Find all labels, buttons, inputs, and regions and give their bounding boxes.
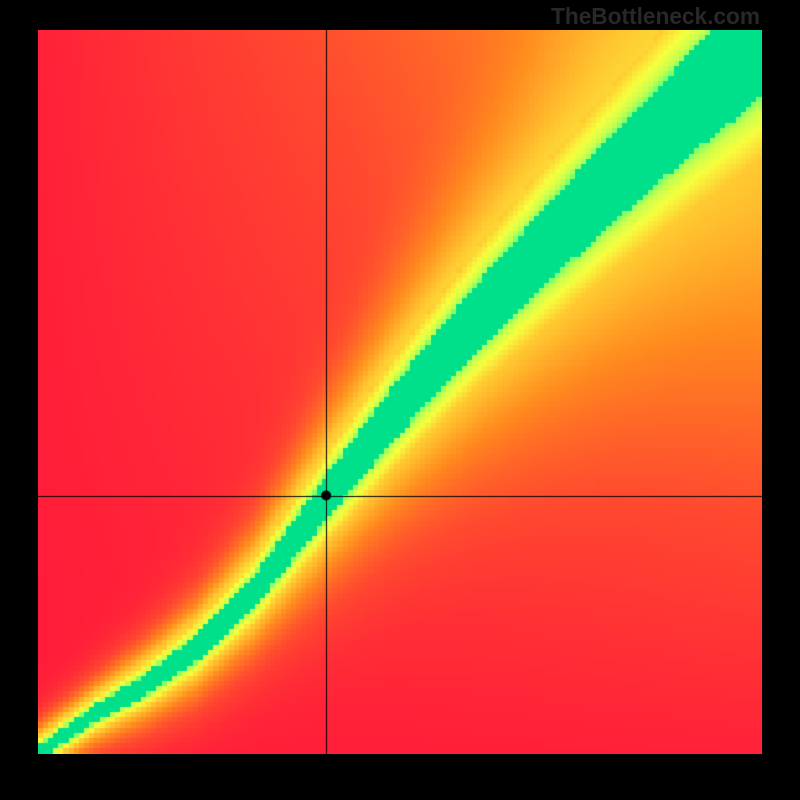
bottleneck-heatmap [38,30,762,754]
chart-frame: TheBottleneck.com [0,0,800,800]
watermark-text: TheBottleneck.com [551,3,760,30]
